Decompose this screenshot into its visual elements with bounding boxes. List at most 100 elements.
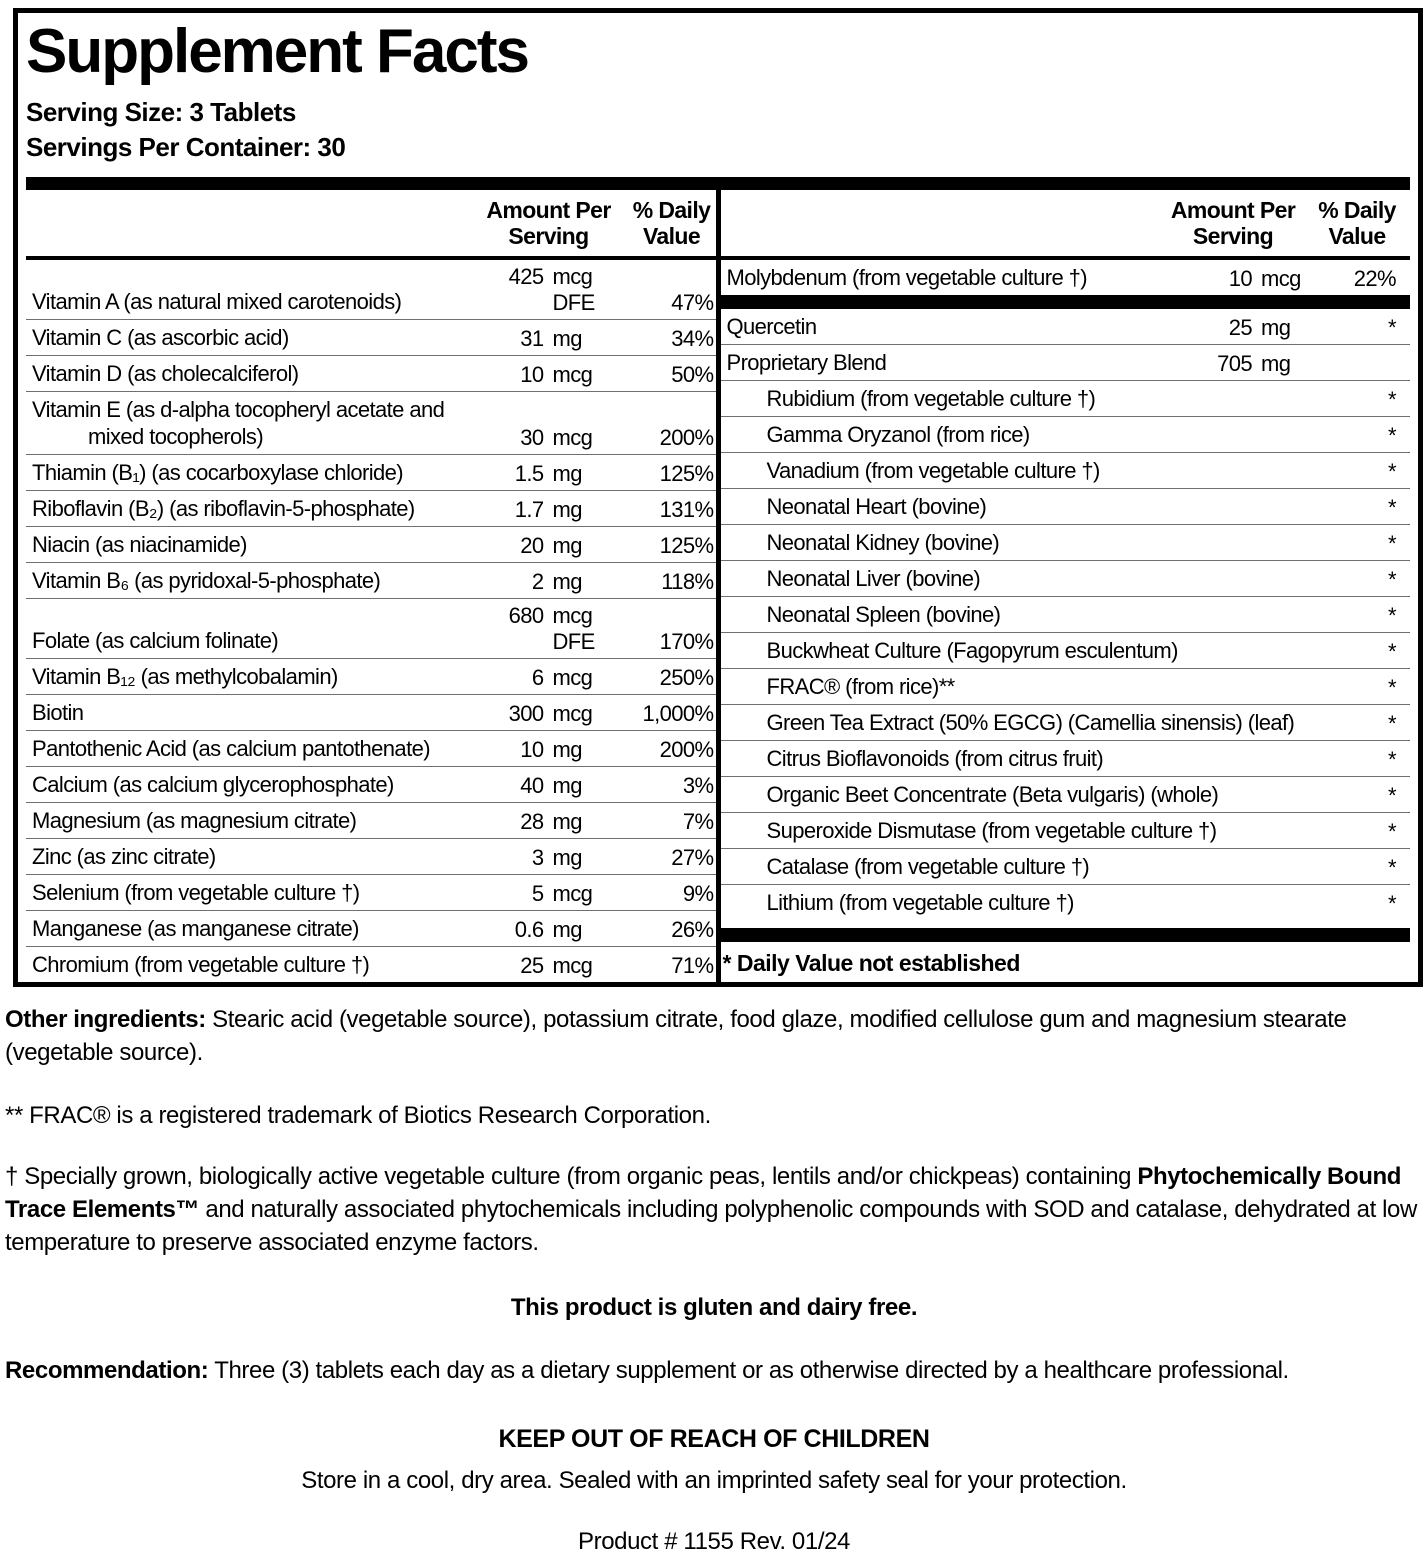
daily-value: 47% [671, 289, 714, 315]
table-row: Neonatal Liver (bovine) * [720, 561, 1410, 597]
product-number: Product # 1155 Rev. 01/24 [578, 1528, 850, 1556]
daily-value: * [1388, 854, 1397, 880]
ingredient-name: Buckwheat Culture (Fagopyrum esculentum) [766, 638, 1179, 664]
ingredient-name: Vitamin C (as ascorbic acid) [32, 325, 289, 351]
table-row: Thiamin (B₁) (as cocarboxylase chloride)… [26, 455, 716, 491]
ingredient-name: Vitamin E (as d-alpha tocopheryl acetate… [32, 396, 445, 450]
gluten-dairy-free-statement: This product is gluten and dairy free. [510, 1294, 918, 1322]
table-row: Selenium (from vegetable culture †) 5 mcg… [26, 875, 716, 911]
amount-per-serving: 25 mcg [470, 953, 628, 979]
panel-bottom-group: * Daily Value not established [720, 927, 1410, 982]
amount-number: 1.7 [514, 496, 544, 522]
table-row: Pantothenic Acid (as calcium pantothenat… [26, 731, 716, 767]
table-row: Vitamin D (as cholecalciferol) 10 mcg 50% [26, 356, 716, 392]
daily-value: 1,000% [642, 700, 714, 726]
amount-unit: mcg [552, 952, 593, 978]
table-row: Lithium (from vegetable culture †) * [721, 885, 1411, 920]
facts-panel-frame: Supplement Facts Serving Size: 3 Tablets… [13, 8, 1423, 987]
amount-number: 40 [520, 772, 544, 798]
other-ingredients: Other ingredients: Stearic acid (vegetab… [5, 1003, 1423, 1069]
amount-unit: mcg [1261, 265, 1301, 291]
amount-per-serving: 680 mcg DFE [470, 603, 628, 655]
keep-out-warning: KEEP OUT OF REACH OF CHILDREN [498, 1424, 930, 1453]
ingredient-name: Catalase (from vegetable culture †) [766, 854, 1090, 880]
amount-per-serving: 31 mg [470, 326, 628, 352]
amount-unit: mg [552, 844, 583, 870]
daily-value: * [1388, 746, 1397, 772]
daily-value: 200% [659, 424, 714, 450]
ingredient-name: Superoxide Dismutase (from vegetable cul… [766, 818, 1218, 844]
table-row: Neonatal Spleen (bovine) * [720, 597, 1410, 633]
daily-value: 27% [671, 844, 714, 870]
table-row: Citrus Bioflavonoids (from citrus fruit)… [720, 741, 1410, 777]
facts-table: Amount Per Serving % Daily Value Vitamin… [26, 177, 1410, 982]
ingredient-name: Calcium (as calcium glycerophosphate) [32, 772, 394, 798]
amount-per-serving: 1.7 mg [470, 497, 628, 523]
table-row: Molybdenum (from vegetable culture †) 10… [721, 260, 1411, 295]
table-row: Vanadium (from vegetable culture †) * [720, 453, 1410, 489]
daily-value: * [1388, 710, 1397, 736]
ingredient-name: FRAC® (from rice)** [766, 674, 956, 700]
daily-value: 3% [682, 772, 714, 798]
table-row: Catalase (from vegetable culture †) * [720, 849, 1410, 885]
amount-unit: mcg [552, 664, 593, 690]
table-row: FRAC® (from rice)** * [720, 669, 1410, 705]
other-ingredients-text: Stearic acid (vegetable source), potassi… [5, 1005, 1347, 1066]
amount-number: 28 [520, 808, 544, 834]
daily-value: 200% [659, 736, 714, 762]
ingredient-name: Molybdenum (from vegetable culture †) [726, 265, 1088, 291]
table-row: Zinc (as zinc citrate) 3 mg 27% [26, 839, 716, 875]
ingredient-name: Lithium (from vegetable culture †) [766, 890, 1075, 916]
daily-value: * [1388, 818, 1397, 844]
amount-per-serving: 10 mcg [1158, 266, 1308, 292]
table-row: Proprietary Blend 705 mg [720, 345, 1410, 381]
amount-number: 300 [508, 700, 545, 726]
column-divider [715, 190, 721, 982]
amount-unit: mg [552, 916, 583, 942]
daily-value: * [1388, 566, 1397, 592]
amount-per-serving: 10 mcg [470, 362, 628, 388]
amount-unit: mcg DFE [552, 263, 596, 315]
table-row: Calcium (as calcium glycerophosphate) 40… [26, 767, 716, 803]
amount-unit: mg [552, 736, 583, 762]
table-row: Vitamin A (as natural mixed carotenoids)… [26, 260, 716, 320]
amount-number: 1.5 [514, 460, 544, 486]
amount-number: 25 [520, 952, 544, 978]
recommendation-text: Three (3) tablets each day as a dietary … [208, 1357, 1289, 1385]
daily-value: 125% [659, 532, 714, 558]
amount-unit: mcg DFE [552, 602, 596, 654]
amount-per-serving: 25 mg [1158, 315, 1308, 341]
recommendation-label: Recommendation: [5, 1357, 209, 1385]
table-row: Vitamin B₁₂ (as methylcobalamin) 6 mcg 25… [26, 659, 716, 695]
table-row: Neonatal Heart (bovine) * [720, 489, 1410, 525]
section-divider-bar [720, 927, 1410, 942]
ingredient-name: Niacin (as niacinamide) [32, 532, 247, 558]
daily-value: * [1388, 674, 1397, 700]
daily-value: * [1388, 602, 1397, 628]
right-column-headers: Amount Per Serving % Daily Value [720, 190, 1410, 260]
ingredient-name: Green Tea Extract (50% EGCG) (Camellia s… [766, 710, 1295, 736]
ingredient-name: Neonatal Spleen (bovine) [766, 602, 1001, 628]
daily-value: * [1388, 638, 1397, 664]
table-row: Riboflavin (B₂) (as riboflavin-5-phospha… [26, 491, 716, 527]
ingredient-name: Organic Beet Concentrate (Beta vulgaris)… [766, 782, 1219, 808]
ingredient-name: Quercetin [726, 314, 818, 340]
ingredient-name: Pantothenic Acid (as calcium pantothenat… [32, 736, 431, 762]
amount-unit: mcg [552, 880, 593, 906]
supplement-facts-label: Supplement Facts Serving Size: 3 Tablets… [0, 8, 1425, 1558]
ingredient-name: Proprietary Blend [726, 350, 887, 376]
amount-number: 425 [508, 263, 545, 289]
ingredient-name: Neonatal Heart (bovine) [766, 494, 987, 520]
amount-unit: mg [552, 808, 583, 834]
left-panel: Amount Per Serving % Daily Value Vitamin… [26, 190, 716, 982]
amount-per-serving: 30 mcg [470, 425, 628, 451]
daily-value: * [1388, 422, 1397, 448]
amount-per-serving: 20 mg [470, 533, 628, 559]
amount-number: 20 [520, 532, 544, 558]
amount-number: 0.6 [514, 916, 544, 942]
daily-value: 131% [659, 496, 714, 522]
table-row: Magnesium (as magnesium citrate) 28 mg 7% [26, 803, 716, 839]
amount-number: 10 [520, 361, 544, 387]
page-title: Supplement Facts [26, 17, 530, 86]
ingredient-name: Neonatal Liver (bovine) [766, 566, 981, 592]
